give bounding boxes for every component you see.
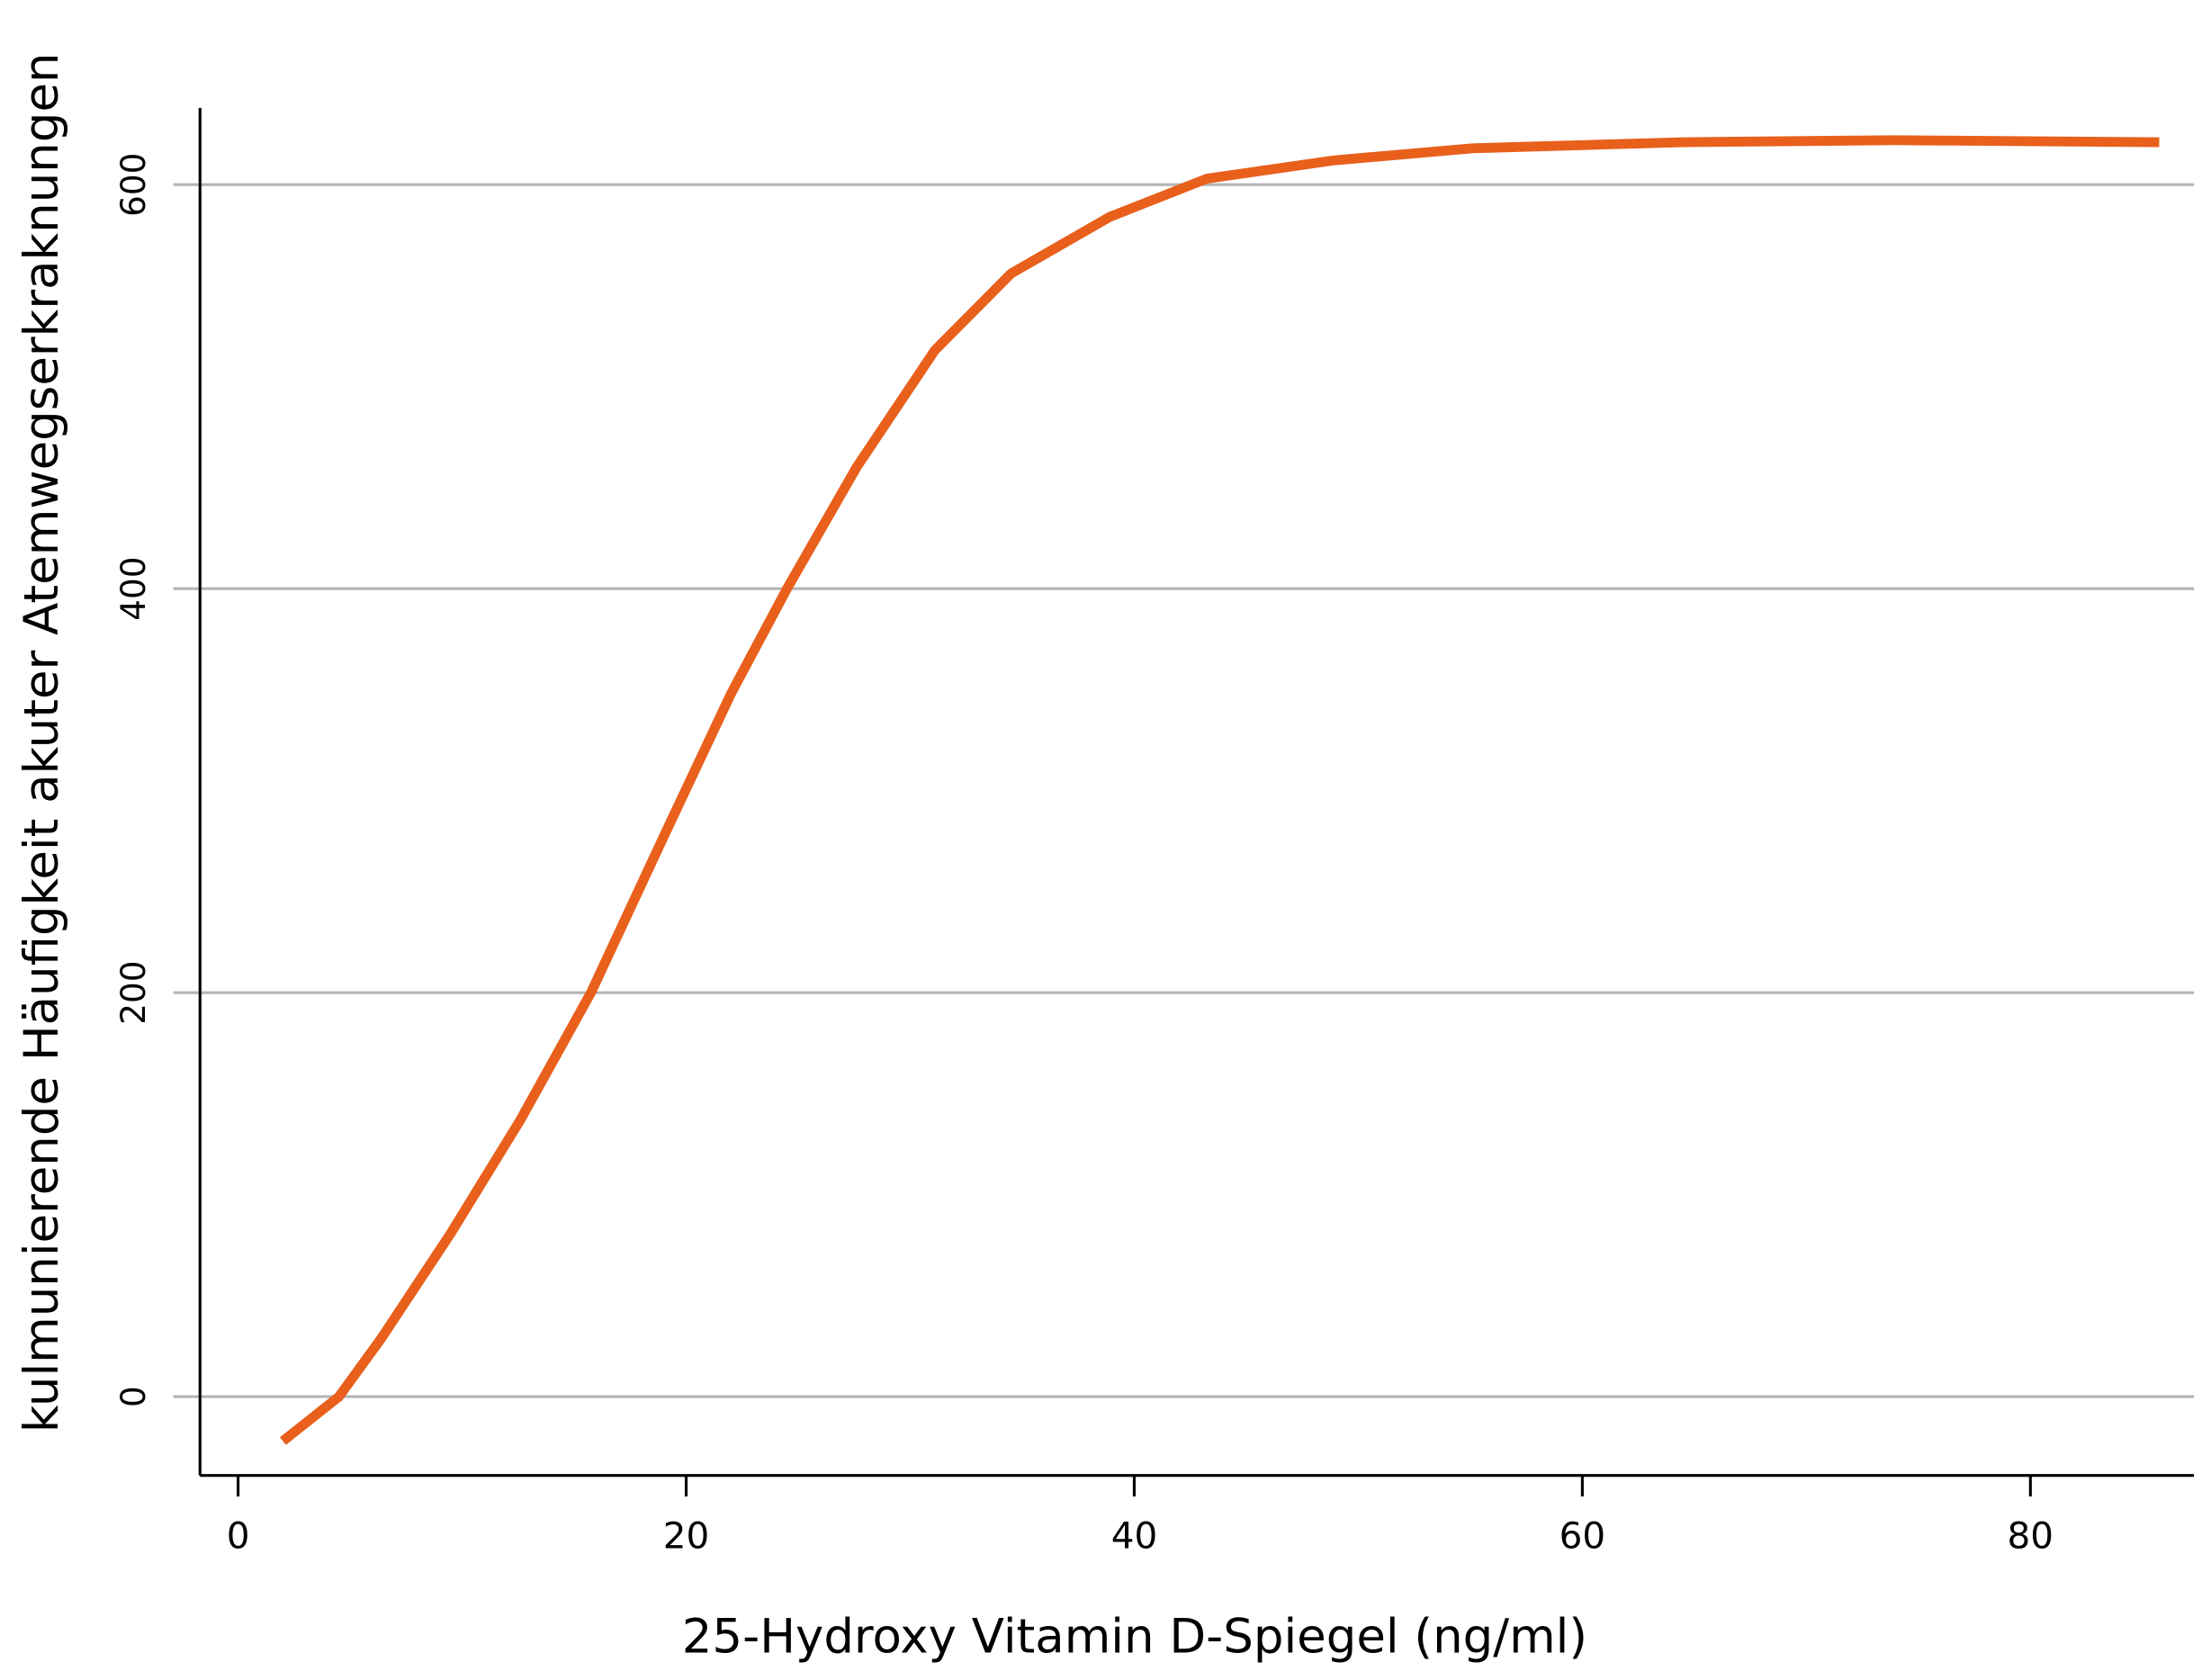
x-tick-label: 20 [663, 1514, 710, 1558]
x-tick-label: 40 [1111, 1514, 1158, 1558]
y-tick-label: 0 [113, 1386, 153, 1407]
x-tick-label: 0 [227, 1514, 250, 1558]
x-tick-label: 60 [1559, 1514, 1605, 1558]
y-tick-label: 400 [113, 557, 153, 621]
x-tick-label: 80 [2008, 1514, 2054, 1558]
x-axis-label: 25-Hydroxy Vitamin D-Spiegel (ng/ml) [682, 1609, 1587, 1664]
line-series [279, 135, 2160, 1445]
y-tick-label: 200 [113, 960, 153, 1024]
y-tick-label: 600 [113, 153, 153, 217]
y-axis-label: kulmunierende Häufigkeit akuter Atemwegs… [14, 52, 69, 1433]
